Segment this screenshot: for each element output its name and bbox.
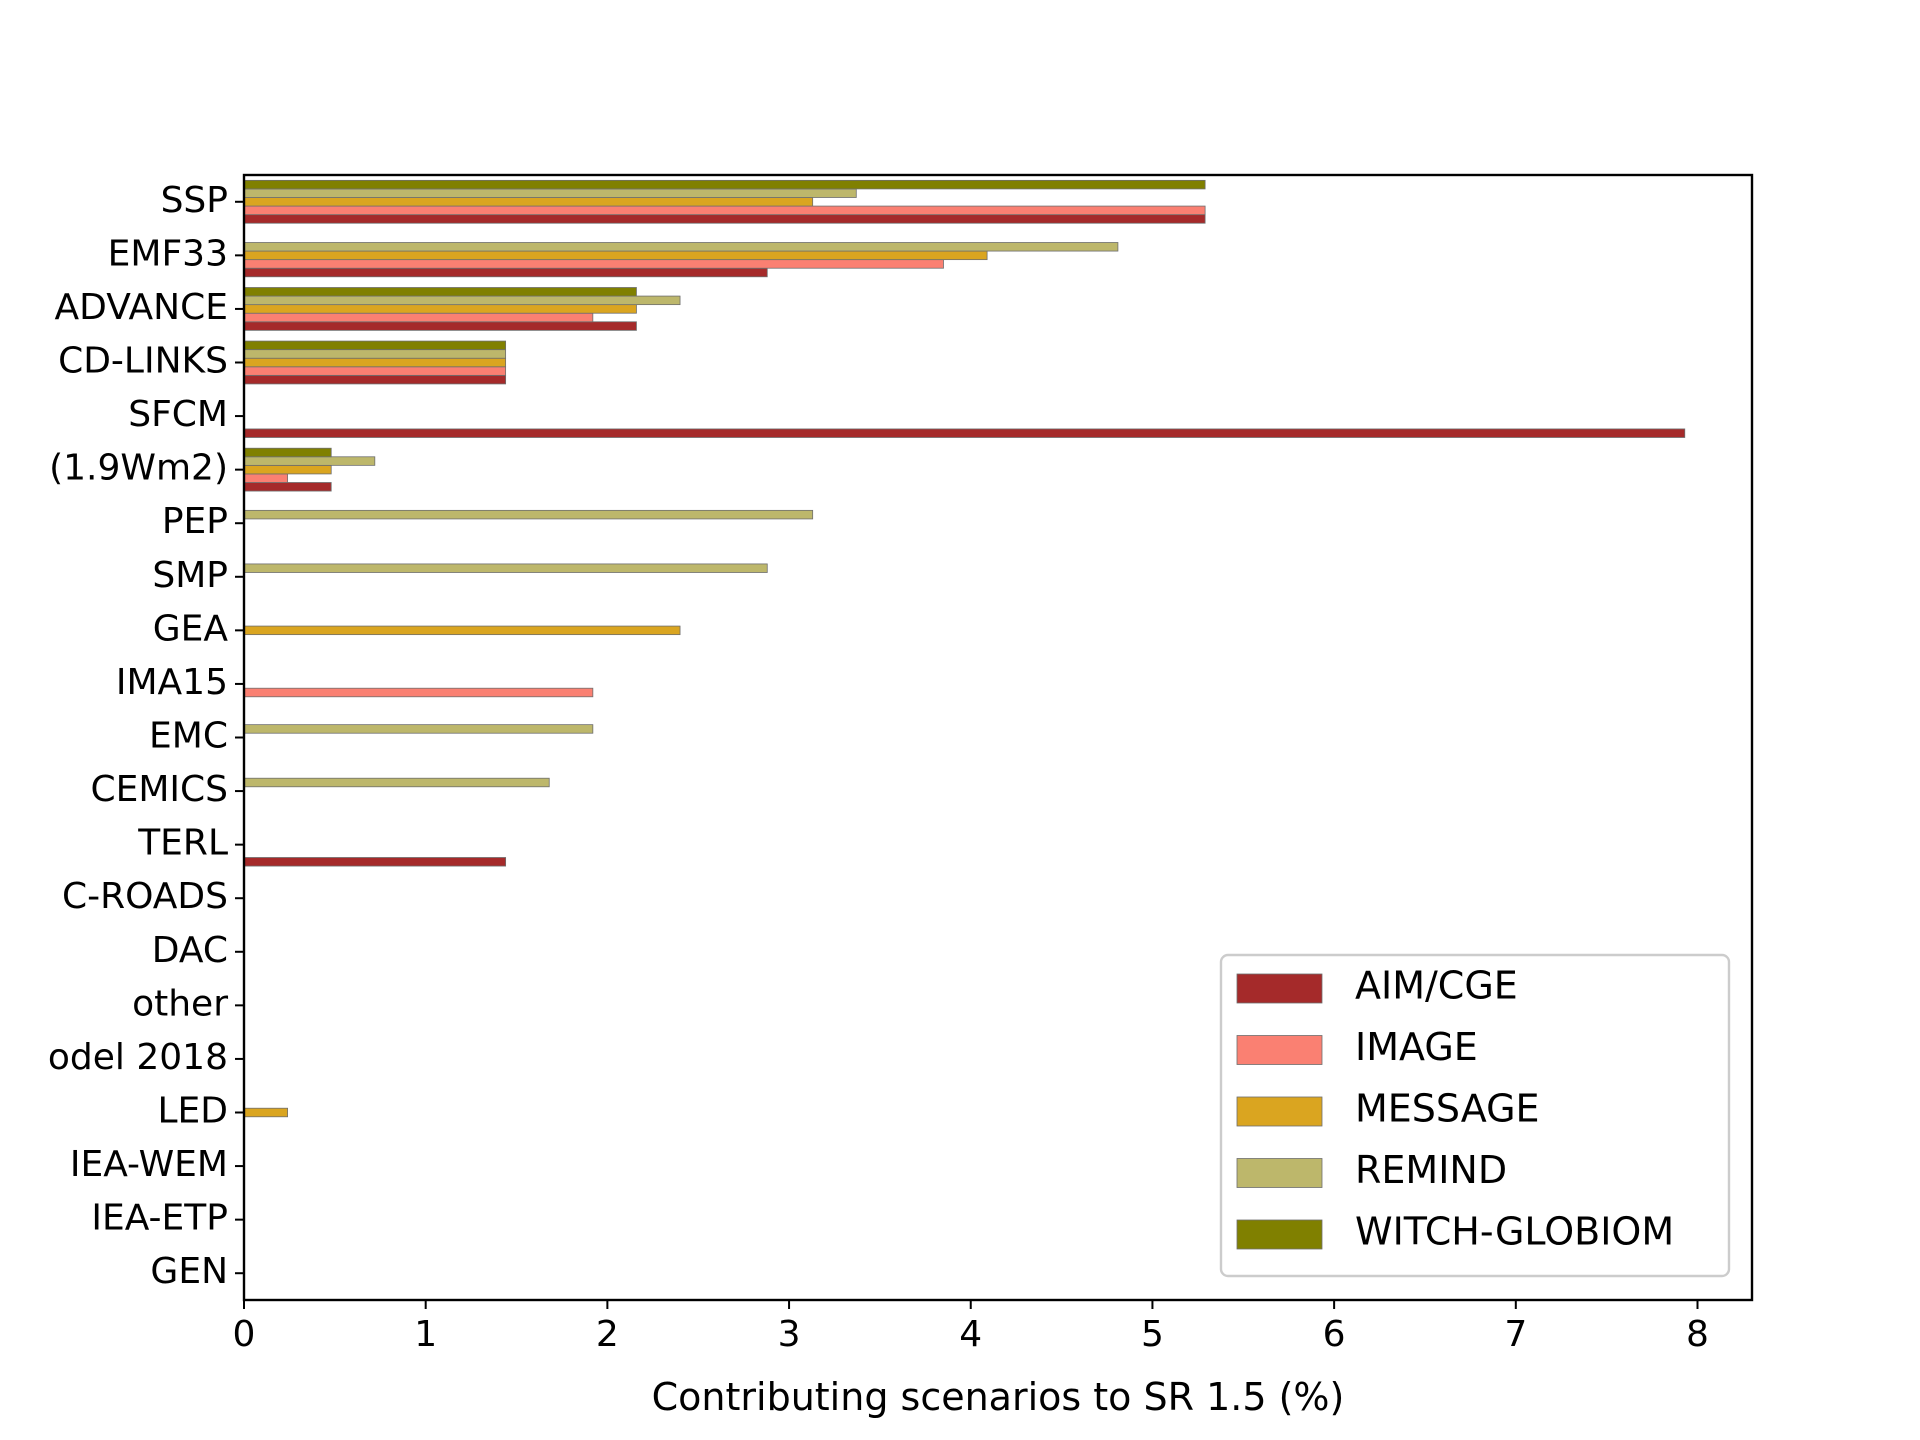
x-tick-label: 8 xyxy=(1686,1314,1709,1355)
bar-remind-emc xyxy=(243,724,594,734)
legend-label-witch-globiom: WITCH-GLOBIOM xyxy=(1355,1210,1674,1254)
y-tick-label: other xyxy=(132,983,228,1024)
bar-witch-globiom-cd-links xyxy=(243,340,507,351)
y-tick-label: PEP xyxy=(162,501,228,542)
bars-group xyxy=(243,179,1686,1118)
bar-message-ssp xyxy=(243,197,814,207)
bar-image-1-9wm2 xyxy=(243,473,289,483)
x-tick-label: 1 xyxy=(414,1314,437,1355)
bar-remind-cemics xyxy=(243,777,550,788)
bar-aim-cge-1-9wm2 xyxy=(243,482,332,492)
legend-label-remind: REMIND xyxy=(1355,1148,1507,1192)
bar-remind-1-9wm2 xyxy=(243,456,376,466)
bar-remind-advance xyxy=(243,295,681,306)
bar-message-advance xyxy=(243,304,637,314)
bar-message-cd-links xyxy=(243,357,507,368)
y-tick-label: GEN xyxy=(150,1251,228,1292)
x-tick-label: 6 xyxy=(1323,1314,1346,1355)
legend-box xyxy=(1219,953,1731,1278)
bar-remind-emf33 xyxy=(243,242,1119,252)
y-tick-label: CD-LINKS xyxy=(58,341,228,382)
bar-aim-cge-terl xyxy=(243,857,507,867)
y-tick-label: SSP xyxy=(161,180,228,221)
bar-aim-cge-advance xyxy=(243,321,637,331)
x-axis-title: Contributing scenarios to SR 1.5 (%) xyxy=(652,1375,1345,1419)
y-tick-label: TERL xyxy=(137,823,228,864)
legend-swatch-aim-cge xyxy=(1236,973,1323,1004)
legend-label-aim-cge: AIM/CGE xyxy=(1355,964,1518,1008)
y-tick-label: (1.9Wm2) xyxy=(49,448,228,489)
bar-image-cd-links xyxy=(243,366,507,376)
bar-message-1-9wm2 xyxy=(243,464,332,475)
y-tick-label: odel 2018 xyxy=(48,1037,228,1078)
y-tick-label: EMF33 xyxy=(108,233,228,274)
y-tick-label: IEA-ETP xyxy=(91,1198,228,1239)
bar-aim-cge-ssp xyxy=(243,214,1206,224)
legend-label-image: IMAGE xyxy=(1355,1025,1478,1069)
legend-swatch-remind xyxy=(1236,1158,1323,1188)
bar-witch-globiom-advance xyxy=(243,287,637,297)
x-tick-label: 7 xyxy=(1504,1314,1527,1355)
bar-witch-globiom-1-9wm2 xyxy=(243,447,332,458)
y-axis: SSP EMF33 ADVANCE CD-LINKS SFCM (1.9Wm2) PEP SM… xyxy=(48,180,244,1292)
legend-label-message: MESSAGE xyxy=(1355,1087,1540,1131)
bar-remind-cd-links xyxy=(243,349,507,359)
bar-remind-ssp xyxy=(243,188,857,198)
bar-image-ima15 xyxy=(243,687,594,698)
bar-aim-cge-sfcm xyxy=(243,428,1686,438)
bar-image-ssp xyxy=(243,205,1206,216)
x-tick-label: 3 xyxy=(778,1314,801,1355)
y-tick-label: SMP xyxy=(152,555,228,596)
bar-message-emf33 xyxy=(243,250,988,261)
bar-remind-pep xyxy=(243,509,814,520)
x-tick-label: 0 xyxy=(233,1314,256,1355)
y-tick-label: IMA15 xyxy=(116,662,228,703)
bar-remind-smp xyxy=(243,563,768,573)
y-tick-label: GEA xyxy=(153,608,229,649)
bar-message-led xyxy=(243,1107,289,1118)
x-tick-label: 4 xyxy=(959,1314,982,1355)
bar-witch-globiom-ssp xyxy=(243,179,1206,190)
x-tick-label: 2 xyxy=(596,1314,619,1355)
y-tick-label: EMC xyxy=(149,716,228,757)
bar-aim-cge-emf33 xyxy=(243,267,768,278)
bar-aim-cge-cd-links xyxy=(243,374,507,385)
bar-message-gea xyxy=(243,625,681,636)
x-axis: 0 1 2 3 4 5 6 7 8 xyxy=(233,1300,1709,1355)
bar-image-advance xyxy=(243,312,594,323)
bar-image-emf33 xyxy=(243,259,944,269)
legend-swatch-image xyxy=(1236,1035,1323,1065)
y-tick-label: DAC xyxy=(152,930,228,971)
legend: AIM/CGE IMAGE MESSAGE REMIND WITCH-GLOBIOM xyxy=(1219,953,1731,1278)
y-tick-label: LED xyxy=(157,1091,228,1132)
legend-swatch-witch-globiom xyxy=(1236,1219,1323,1250)
x-tick-label: 5 xyxy=(1141,1314,1164,1355)
y-tick-label: SFCM xyxy=(128,394,228,435)
y-tick-label: ADVANCE xyxy=(55,287,228,328)
legend-swatch-message xyxy=(1236,1096,1323,1127)
y-tick-label: C-ROADS xyxy=(62,876,228,917)
y-tick-label: CEMICS xyxy=(90,769,228,810)
y-tick-label: IEA-WEM xyxy=(70,1144,228,1185)
